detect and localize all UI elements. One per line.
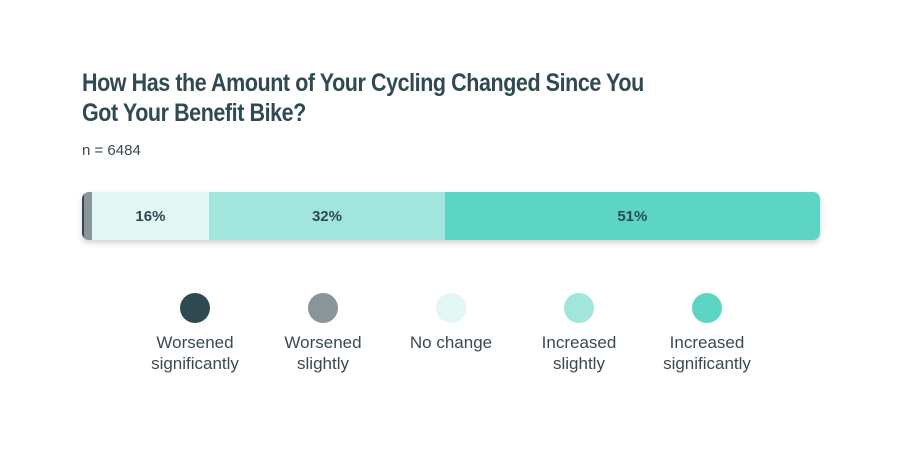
bar-segment-increased-slightly: 32% [209,192,445,240]
legend-label: Increased significantly [663,332,751,374]
legend-label-line: slightly [297,354,349,373]
chart-legend: Worsened significantly Worsened slightly No … [130,293,770,383]
legend-label-line: Increased [541,333,617,352]
legend-label: Increased slightly [542,332,617,374]
legend-label-line: significantly [663,354,751,373]
legend-label-line: Worsened [284,333,362,352]
legend-item: Worsened slightly [258,293,388,374]
legend-item: No change [386,293,516,353]
legend-label-line: slightly [553,354,605,373]
legend-item: Worsened significantly [130,293,260,374]
legend-label: No change [410,332,492,353]
legend-item: Increased slightly [514,293,644,374]
bar-segment-label: 32% [311,207,342,225]
stacked-bar: 16% 32% 51% [82,192,820,240]
bar-segment-label: 16% [135,207,166,225]
legend-label: Worsened slightly [284,332,361,374]
legend-label-line: Worsened [156,333,234,352]
legend-swatch [564,293,594,323]
legend-swatch [308,293,338,323]
bar-segment-label: 51% [617,207,648,225]
chart-title: How Has the Amount of Your Cycling Chang… [82,69,644,127]
legend-swatch [180,293,210,323]
legend-item: Increased significantly [642,293,772,374]
bar-segment-worsened-significantly [82,192,85,240]
bar-segment-no-change: 16% [91,192,210,240]
legend-label-line: Increased [669,333,745,352]
legend-label: Worsened significantly [151,332,239,374]
legend-swatch [436,293,466,323]
legend-swatch [692,293,722,323]
legend-label-line: No change [409,333,493,352]
bar-segment-worsened-slightly [84,192,92,240]
legend-label-line: significantly [151,354,239,373]
chart-subtitle: n = 6484 [82,142,141,159]
bar-segment-increased-significantly: 51% [444,192,820,240]
